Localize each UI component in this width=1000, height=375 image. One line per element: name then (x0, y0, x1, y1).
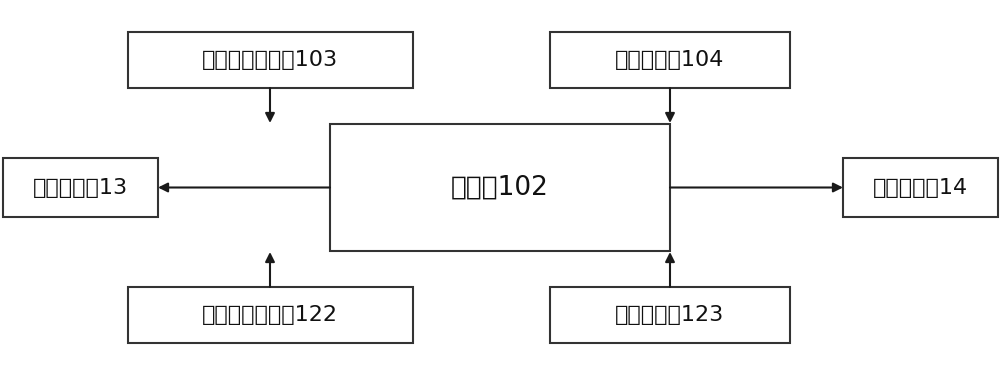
Bar (128, 287, 413, 343)
Text: 第一温度检测器103: 第一温度检测器103 (202, 50, 338, 70)
Bar (128, 32, 413, 88)
Text: 控制器102: 控制器102 (451, 174, 549, 201)
Text: 第一加热器104: 第一加热器104 (615, 50, 725, 70)
Text: 第二加热盒14: 第二加热盒14 (872, 177, 968, 198)
Bar (3, 158, 158, 217)
Bar (330, 124, 670, 251)
Bar (842, 158, 998, 217)
Text: 第二温度检测器122: 第二温度检测器122 (202, 305, 338, 325)
Text: 第一加热盒13: 第一加热盒13 (32, 177, 128, 198)
Text: 第二加热器123: 第二加热器123 (615, 305, 725, 325)
Bar (550, 32, 790, 88)
Bar (550, 287, 790, 343)
